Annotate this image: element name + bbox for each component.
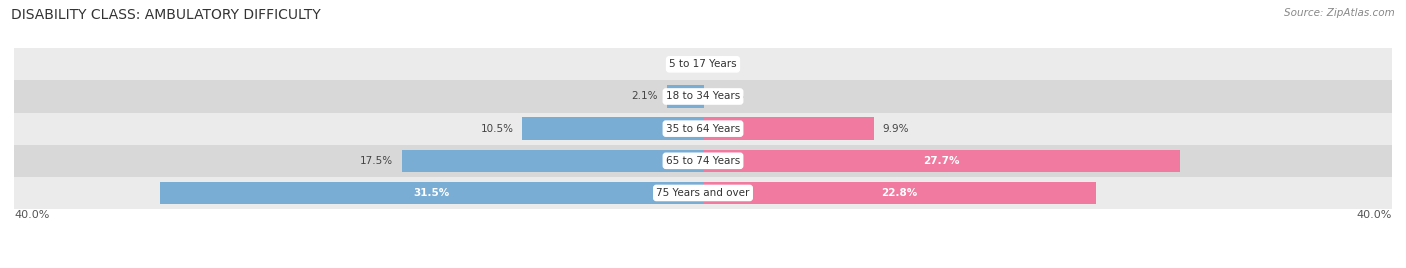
Text: 27.7%: 27.7% bbox=[924, 156, 960, 166]
Bar bbox=[14, 80, 1392, 113]
Bar bbox=[703, 150, 1180, 172]
Bar bbox=[14, 113, 1392, 145]
Bar bbox=[703, 182, 1095, 204]
Text: 35 to 64 Years: 35 to 64 Years bbox=[666, 124, 740, 134]
Bar bbox=[402, 150, 703, 172]
Text: 75 Years and over: 75 Years and over bbox=[657, 188, 749, 198]
Text: 17.5%: 17.5% bbox=[360, 156, 392, 166]
Text: 5 to 17 Years: 5 to 17 Years bbox=[669, 59, 737, 69]
Text: 40.0%: 40.0% bbox=[14, 210, 49, 220]
Bar bbox=[666, 85, 703, 108]
Text: DISABILITY CLASS: AMBULATORY DIFFICULTY: DISABILITY CLASS: AMBULATORY DIFFICULTY bbox=[11, 8, 321, 22]
Text: 0.0%: 0.0% bbox=[711, 59, 738, 69]
Text: 0.08%: 0.08% bbox=[711, 91, 745, 102]
Text: 31.5%: 31.5% bbox=[413, 188, 450, 198]
Bar bbox=[703, 117, 873, 140]
Text: 9.9%: 9.9% bbox=[882, 124, 908, 134]
Bar bbox=[160, 182, 703, 204]
Bar bbox=[14, 177, 1392, 209]
Bar bbox=[14, 145, 1392, 177]
Text: 10.5%: 10.5% bbox=[481, 124, 513, 134]
Bar bbox=[14, 48, 1392, 80]
Text: 18 to 34 Years: 18 to 34 Years bbox=[666, 91, 740, 102]
Text: Source: ZipAtlas.com: Source: ZipAtlas.com bbox=[1284, 8, 1395, 18]
Text: 2.1%: 2.1% bbox=[631, 91, 658, 102]
Text: 22.8%: 22.8% bbox=[882, 188, 918, 198]
Text: 0.0%: 0.0% bbox=[668, 59, 695, 69]
Text: 40.0%: 40.0% bbox=[1357, 210, 1392, 220]
Bar bbox=[522, 117, 703, 140]
Text: 65 to 74 Years: 65 to 74 Years bbox=[666, 156, 740, 166]
